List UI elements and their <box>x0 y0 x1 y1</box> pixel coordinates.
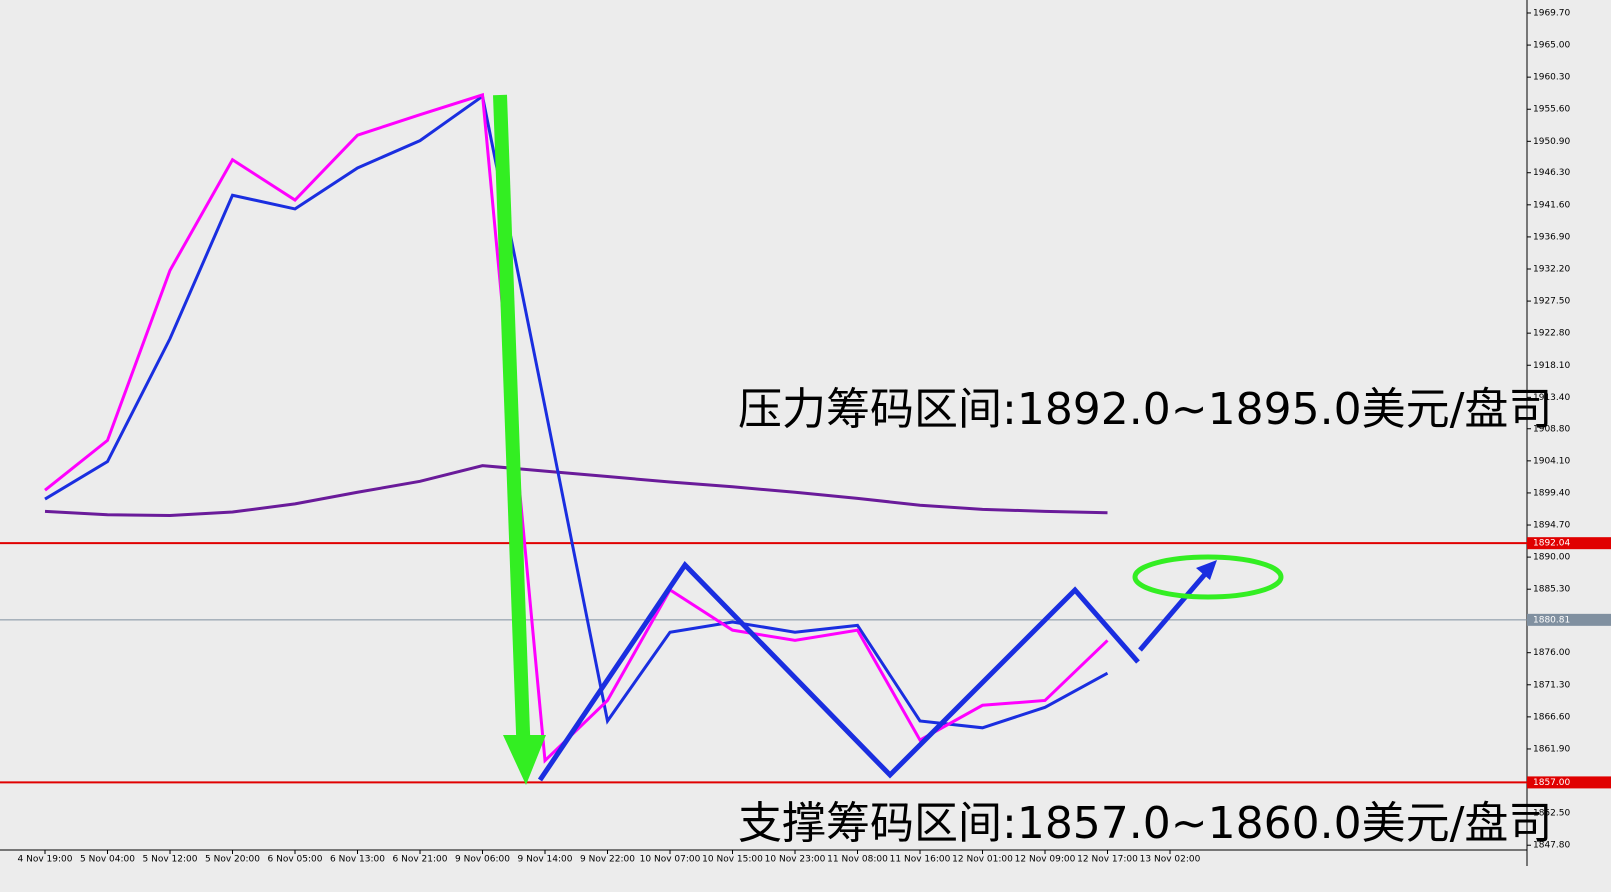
y-tick-label: 1866.60 <box>1533 712 1570 722</box>
y-tick-label: 1969.70 <box>1533 8 1570 18</box>
y-tick-label: 1950.90 <box>1533 137 1570 147</box>
x-tick-label: 4 Nov 19:00 <box>18 855 73 865</box>
y-tick-label: 1946.30 <box>1533 168 1570 178</box>
resistance-note: 压力筹码区间:1892.0~1895.0美元/盘司 <box>738 384 1552 435</box>
x-tick-label: 12 Nov 01:00 <box>952 855 1013 865</box>
y-tick-label: 1894.70 <box>1533 521 1570 531</box>
level-tag <box>1527 613 1611 626</box>
y-tick-label: 1918.10 <box>1533 361 1570 371</box>
x-tick-label: 11 Nov 16:00 <box>890 855 951 865</box>
x-tick-label: 12 Nov 09:00 <box>1015 855 1076 865</box>
level-label: 1892.04 <box>1533 539 1570 549</box>
y-tick-label: 1904.10 <box>1533 456 1570 466</box>
y-tick-label: 1965.00 <box>1533 41 1570 51</box>
y-tick-label: 1960.30 <box>1533 73 1570 83</box>
y-tick-label: 1852.50 <box>1533 809 1570 819</box>
y-tick-label: 1913.40 <box>1533 393 1570 403</box>
x-tick-label: 6 Nov 21:00 <box>393 855 448 865</box>
y-tick-label: 1932.20 <box>1533 264 1570 274</box>
y-tick-label: 1927.50 <box>1533 297 1570 307</box>
y-tick-label: 1899.40 <box>1533 488 1570 498</box>
y-tick-label: 1936.90 <box>1533 232 1570 242</box>
y-tick-label: 1908.80 <box>1533 424 1570 434</box>
series-line <box>44 93 1109 730</box>
y-tick-label: 1876.00 <box>1533 648 1570 658</box>
up-arrow <box>1138 564 1214 652</box>
level-label: 1857.00 <box>1533 778 1570 788</box>
series-line <box>44 464 1108 517</box>
x-tick-label: 13 Nov 02:00 <box>1140 855 1201 865</box>
x-tick-label: 11 Nov 08:00 <box>827 855 888 865</box>
x-tick-label: 10 Nov 07:00 <box>640 855 701 865</box>
arrows <box>493 94 1284 785</box>
x-tick-label: 9 Nov 06:00 <box>455 855 510 865</box>
y-tick-label: 1871.30 <box>1533 680 1570 690</box>
y-tick-label: 1861.90 <box>1533 744 1570 754</box>
y-tick-label: 1885.30 <box>1533 585 1570 595</box>
y-tick-label: 1922.80 <box>1533 329 1570 339</box>
x-tick-label: 5 Nov 04:00 <box>80 855 135 865</box>
target-ellipse <box>1132 554 1284 600</box>
x-tick-label: 9 Nov 22:00 <box>580 855 635 865</box>
x-tick-label: 6 Nov 13:00 <box>330 855 385 865</box>
y-tick-label: 1890.00 <box>1533 553 1570 563</box>
y-tick-label: 1847.80 <box>1533 841 1570 851</box>
level-tag <box>1527 537 1611 550</box>
arrow-head <box>503 735 546 785</box>
plot-area <box>0 0 1527 850</box>
level-label: 1880.81 <box>1533 615 1570 625</box>
y-tick-label: 1941.60 <box>1533 200 1570 210</box>
arrow-head <box>1196 560 1217 580</box>
down-arrow <box>493 94 531 761</box>
x-tick-label: 12 Nov 17:00 <box>1077 855 1138 865</box>
y-tick-label: 1955.60 <box>1533 105 1570 115</box>
x-tick-label: 10 Nov 15:00 <box>702 855 763 865</box>
level-tag <box>1527 776 1611 789</box>
x-tick-label: 5 Nov 20:00 <box>205 855 260 865</box>
x-tick-label: 9 Nov 14:00 <box>518 855 573 865</box>
support-note: 支撑筹码区间:1857.0~1860.0美元/盘司 <box>738 798 1552 849</box>
x-tick-label: 5 Nov 12:00 <box>143 855 198 865</box>
x-tick-label: 10 Nov 23:00 <box>765 855 826 865</box>
x-tick-label: 6 Nov 05:00 <box>268 855 323 865</box>
zigzag-arrow <box>537 561 1140 782</box>
